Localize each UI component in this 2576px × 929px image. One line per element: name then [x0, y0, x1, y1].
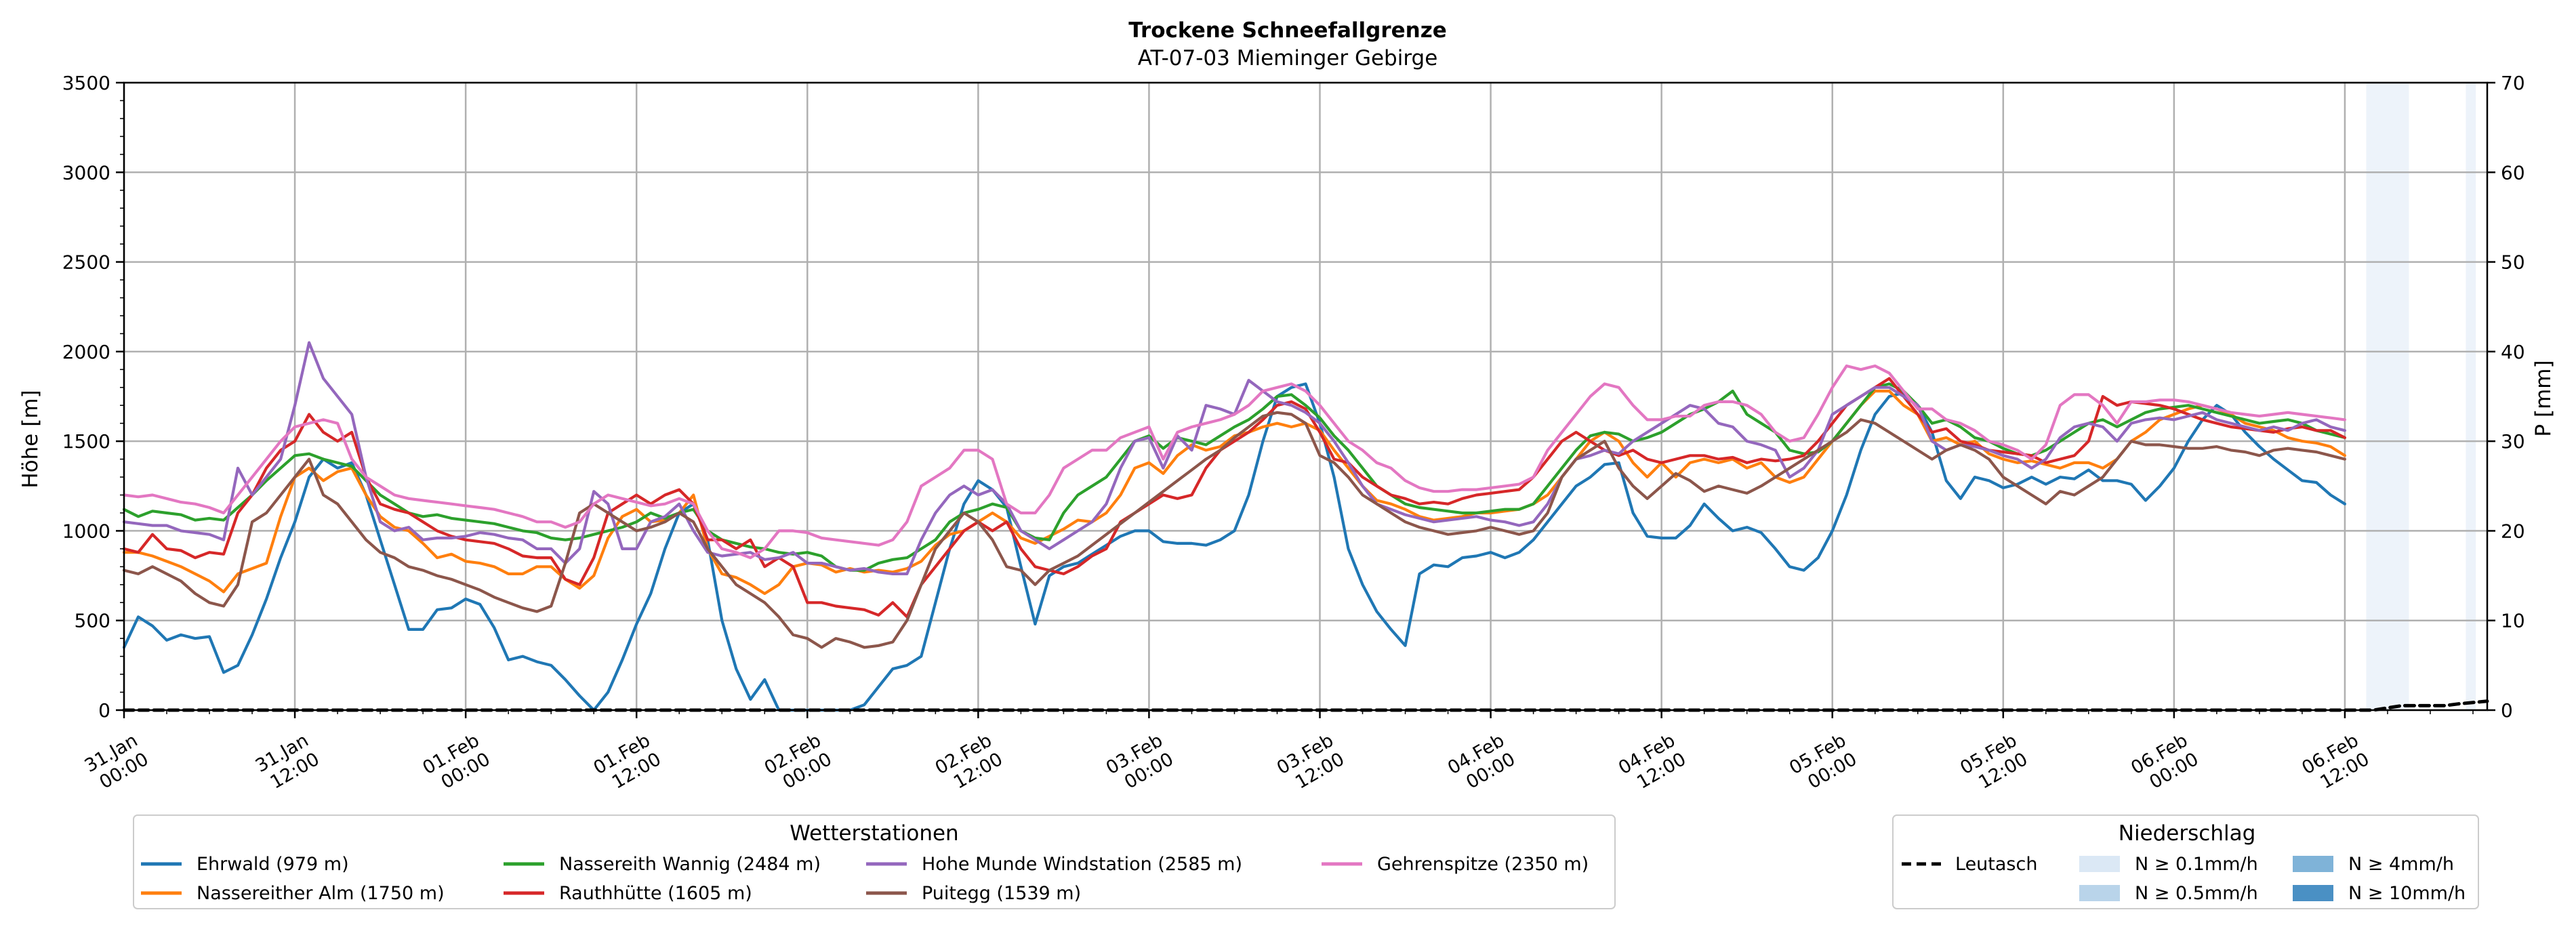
- y2-tick-label-5: 50: [2501, 251, 2525, 274]
- y-tick-label-6: 3000: [62, 161, 110, 184]
- stations-legend-title: Wetterstationen: [790, 821, 958, 846]
- series-lines: [122, 341, 2489, 712]
- precipitation-bands: [2366, 83, 2476, 710]
- stations-legend: Ehrwald (979 m) Nassereither Alm (1750 m)…: [141, 854, 1589, 904]
- stations-legend-label-0: Ehrwald (979 m): [197, 854, 349, 875]
- y-tick-label-1: 500: [75, 610, 110, 632]
- precip-legend-label-2: N ≥ 4mm/h: [2348, 854, 2454, 875]
- precip-legend: N ≥ 0.1mm/h N ≥ 0.5mm/h N ≥ 4mm/h N ≥ 10mm/…: [2079, 854, 2466, 904]
- series-line-0: [122, 382, 2346, 712]
- y2-axis-label: P [mm]: [2531, 360, 2556, 436]
- series-line-1: [122, 390, 2346, 596]
- precip-legend-label-3: N ≥ 10mm/h: [2348, 883, 2466, 904]
- y-tick-label-4: 2000: [62, 341, 110, 363]
- y2-tick-label-3: 30: [2501, 430, 2525, 453]
- stations-legend-box: [133, 814, 1616, 909]
- series-line-2: [122, 382, 2346, 572]
- chart-title: Trockene Schneefallgrenze: [1128, 18, 1447, 43]
- precip-legend-label-0: N ≥ 0.1mm/h: [2135, 854, 2258, 875]
- precip-legend-swatch-3: [2293, 885, 2333, 901]
- precip-legend-swatch-2: [2293, 856, 2333, 872]
- y2-tick-label-1: 10: [2501, 610, 2525, 632]
- plot-frame: [123, 81, 2489, 711]
- stations-legend-label-1: Nassereither Alm (1750 m): [197, 883, 445, 904]
- y-tick-label-7: 3500: [62, 72, 110, 94]
- series-line-3: [122, 377, 2346, 619]
- y2-tick-label-2: 20: [2501, 520, 2525, 542]
- y-tick-label-5: 2500: [62, 251, 110, 274]
- stations-legend-label-4: Hohe Munde Windstation (2585 m): [922, 854, 1242, 875]
- precip-legend-title: Niederschlag: [2119, 821, 2256, 846]
- y-axis-label: Höhe [m]: [18, 390, 43, 488]
- precip-band-0: [2366, 83, 2409, 710]
- precip-legend-swatch-0: [2079, 856, 2120, 872]
- series-line-5: [122, 411, 2346, 649]
- y2-tick-label-0: 0: [2501, 699, 2513, 722]
- precip-legend-swatch-1: [2079, 885, 2120, 901]
- chart-subtitle: AT-07-03 Mieminger Gebirge: [1138, 46, 1438, 70]
- y2-tick-label-4: 40: [2501, 341, 2525, 363]
- y-tick-label-2: 1000: [62, 520, 110, 542]
- y-tick-label-3: 1500: [62, 430, 110, 453]
- precip-legend-line-label: Leutasch: [1955, 854, 2037, 875]
- x-tick-label-2: 01.Feb00:00: [420, 730, 494, 798]
- y2-tick-label-6: 60: [2501, 161, 2525, 184]
- precip-band-1: [2466, 83, 2476, 710]
- stations-legend-label-6: Gehrenspitze (2350 m): [1377, 854, 1589, 875]
- series-line-6: [122, 364, 2346, 560]
- precip-legend-label-1: N ≥ 0.5mm/h: [2135, 883, 2258, 904]
- y2-tick-label-7: 70: [2501, 72, 2525, 94]
- stations-legend-label-3: Rauthhütte (1605 m): [559, 883, 752, 904]
- stations-legend-label-5: Puitegg (1539 m): [922, 883, 1081, 904]
- y-tick-label-0: 0: [98, 699, 110, 722]
- stations-legend-label-2: Nassereith Wannig (2484 m): [559, 854, 821, 875]
